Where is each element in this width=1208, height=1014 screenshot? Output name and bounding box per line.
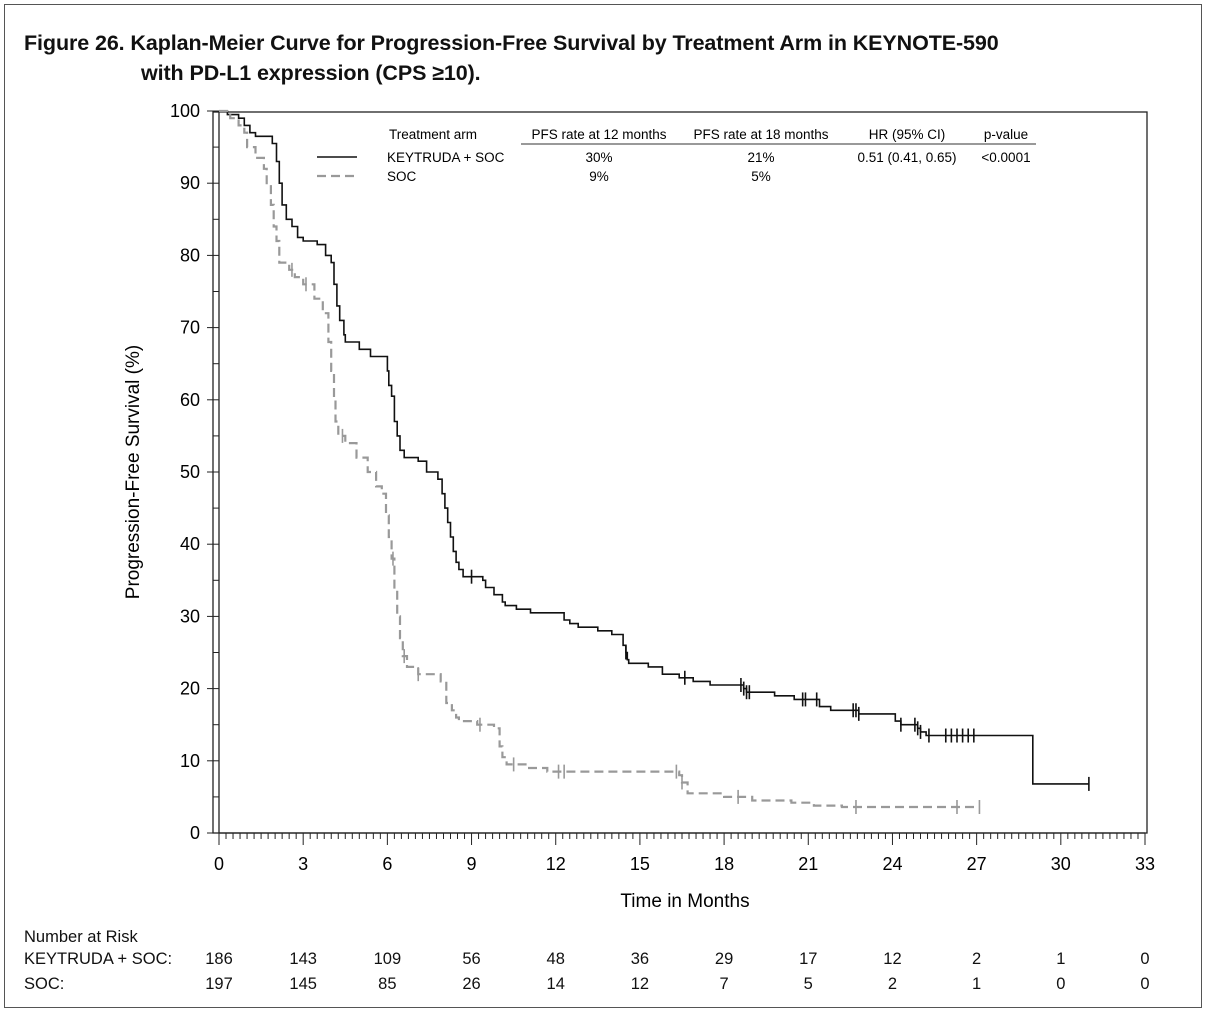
risk-count: 1 (972, 975, 982, 993)
risk-count: 109 (373, 950, 402, 968)
risk-row-label: SOC: (24, 975, 65, 993)
risk-count: 12 (883, 950, 902, 968)
risk-count: 48 (546, 950, 565, 968)
risk-count: 7 (719, 975, 729, 993)
figure-title-line1: Figure 26. Kaplan-Meier Curve for Progre… (24, 31, 999, 55)
axes: 0 3 6 9 12 15 18 21 24 27 30 33 0 10 20 30 40 50 60 70 80 90 1… (170, 101, 1155, 874)
risk-count: 14 (546, 975, 565, 993)
x-tick-label: 3 (298, 854, 308, 874)
risk-count: 143 (289, 950, 317, 968)
x-tick-label: 6 (382, 854, 392, 874)
legend-header: HR (95% CI) (869, 127, 946, 142)
x-axis-label: Time in Months (620, 891, 749, 912)
legend-header: PFS rate at 18 months (693, 127, 828, 142)
y-axis-label: Progression-Free Survival (%) (123, 345, 144, 599)
figure-frame (4, 4, 1202, 1008)
series-line-keytruda-soc (219, 110, 1089, 785)
y-tick-label: 80 (180, 245, 200, 265)
y-tick-label: 0 (190, 823, 200, 843)
x-tick-label: 30 (1051, 854, 1071, 874)
risk-count: 5 (803, 975, 813, 993)
risk-count: 145 (289, 975, 317, 993)
series-line-soc (219, 109, 980, 809)
x-tick-label: 18 (714, 854, 734, 874)
risk-count: 197 (205, 975, 233, 993)
risk-count: 17 (799, 950, 818, 968)
y-tick-label: 70 (180, 318, 200, 338)
risk-count: 0 (1140, 975, 1150, 993)
x-tick-label: 9 (467, 854, 477, 874)
risk-count: 2 (887, 975, 898, 993)
risk-count: 0 (1056, 975, 1066, 993)
risk-count: 2 (972, 950, 982, 968)
y-tick-label: 30 (180, 606, 200, 626)
y-tick-label: 100 (170, 101, 200, 121)
legend-pfs18: 5% (751, 169, 771, 184)
risk-count: 0 (1140, 950, 1150, 968)
figure-title: Figure 26. Kaplan-Meier Curve for Progre… (24, 28, 999, 88)
y-tick-label: 10 (180, 751, 200, 771)
y-tick-label: 60 (180, 390, 200, 410)
legend-hr: 0.51 (0.41, 0.65) (857, 150, 956, 165)
legend-arm: KEYTRUDA + SOC (387, 150, 505, 165)
y-tick-label: 20 (180, 679, 200, 699)
plot-area (212, 111, 1148, 834)
legend-header: p-value (984, 127, 1028, 142)
risk-row-label: KEYTRUDA + SOC: (24, 950, 173, 968)
legend-header: PFS rate at 12 months (531, 127, 666, 142)
risk-count: 186 (205, 950, 233, 968)
risk-count: 85 (378, 975, 397, 993)
x-tick-label: 21 (798, 854, 818, 874)
figure-title-line2: with PD-L1 expression (CPS ≥10). (141, 61, 481, 85)
risk-count: 29 (714, 950, 734, 968)
legend-arm: SOC (387, 169, 417, 184)
x-tick-label: 15 (630, 854, 650, 874)
x-tick-label: 0 (214, 854, 224, 874)
risk-count: 1 (1056, 950, 1066, 968)
legend-pvalue: <0.0001 (981, 150, 1030, 165)
risk-table-title: Number at Risk (24, 928, 138, 946)
y-tick-label: 90 (180, 173, 200, 193)
legend-pfs12: 9% (589, 169, 609, 184)
x-tick-label: 24 (882, 854, 902, 874)
risk-count: 56 (462, 950, 481, 968)
curves (219, 109, 1090, 815)
legend: Treatment arm PFS rate at 12 months PFS ra… (317, 127, 1036, 184)
y-tick-label: 50 (180, 462, 200, 482)
legend-header: Treatment arm (389, 127, 477, 142)
legend-pfs12: 30% (585, 150, 612, 165)
legend-pfs18: 21% (747, 150, 774, 165)
risk-count: 12 (630, 975, 650, 993)
x-tick-label: 33 (1135, 854, 1155, 874)
risk-count: 36 (630, 950, 650, 968)
x-tick-label: 27 (967, 854, 987, 874)
x-tick-label: 12 (546, 854, 566, 874)
risk-count: 26 (462, 975, 481, 993)
y-tick-label: 40 (180, 534, 200, 554)
